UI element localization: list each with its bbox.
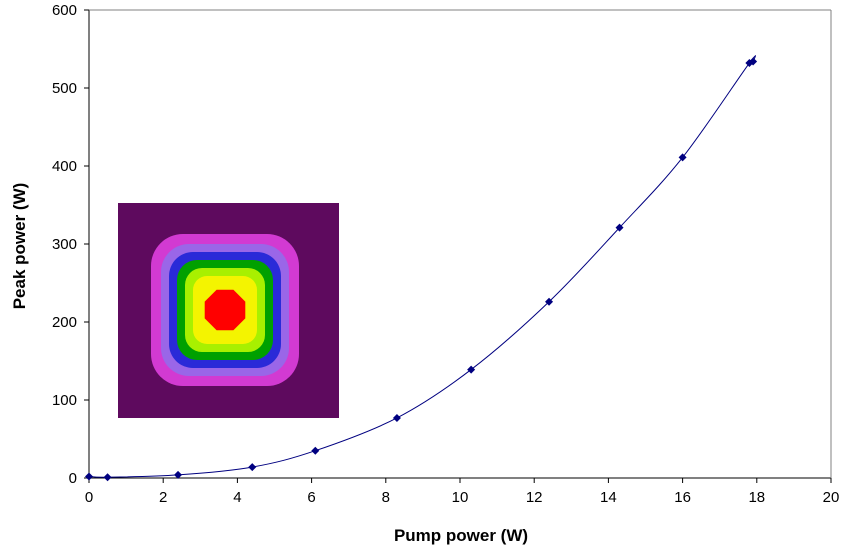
x-tick-label: 8 bbox=[382, 489, 390, 506]
y-tick-label: 300 bbox=[52, 236, 77, 253]
x-tick-label: 16 bbox=[674, 489, 691, 506]
data-point-marker bbox=[615, 223, 624, 232]
x-tick-label: 0 bbox=[85, 489, 93, 506]
data-point-marker bbox=[85, 472, 93, 481]
data-point-marker bbox=[248, 463, 257, 472]
x-tick-label: 14 bbox=[600, 489, 617, 506]
x-tick-label: 10 bbox=[452, 489, 469, 506]
y-tick-label: 500 bbox=[52, 80, 77, 97]
beam-profile-inset bbox=[118, 203, 339, 418]
y-tick-label: 0 bbox=[69, 470, 77, 487]
y-tick-label: 200 bbox=[52, 314, 77, 331]
inset-core bbox=[204, 289, 246, 331]
data-point-marker bbox=[103, 473, 112, 482]
x-tick-label: 20 bbox=[823, 489, 840, 506]
data-point-marker bbox=[392, 413, 401, 422]
data-point-marker bbox=[174, 470, 183, 479]
data-point-marker bbox=[545, 297, 554, 306]
x-tick-label: 6 bbox=[307, 489, 315, 506]
data-point-marker bbox=[311, 446, 320, 455]
x-tick-label: 12 bbox=[526, 489, 543, 506]
x-tick-label: 18 bbox=[748, 489, 765, 506]
y-tick-label: 400 bbox=[52, 158, 77, 175]
x-tick-label: 4 bbox=[233, 489, 241, 506]
series-layer bbox=[85, 55, 758, 482]
y-axis-ticks: 0 100 200 300 400 500 600 bbox=[52, 2, 89, 487]
x-tick-label: 2 bbox=[159, 489, 167, 506]
y-axis-title: Peak power (W) bbox=[10, 183, 29, 310]
data-point-marker bbox=[678, 153, 687, 162]
data-point-marker bbox=[467, 365, 476, 374]
x-axis-ticks: 0 2 4 6 8 10 12 14 16 18 20 bbox=[85, 478, 840, 506]
data-point-marker bbox=[749, 57, 758, 66]
x-axis-title: Pump power (W) bbox=[394, 526, 528, 545]
y-tick-label: 100 bbox=[52, 392, 77, 409]
y-tick-label: 600 bbox=[52, 2, 77, 19]
